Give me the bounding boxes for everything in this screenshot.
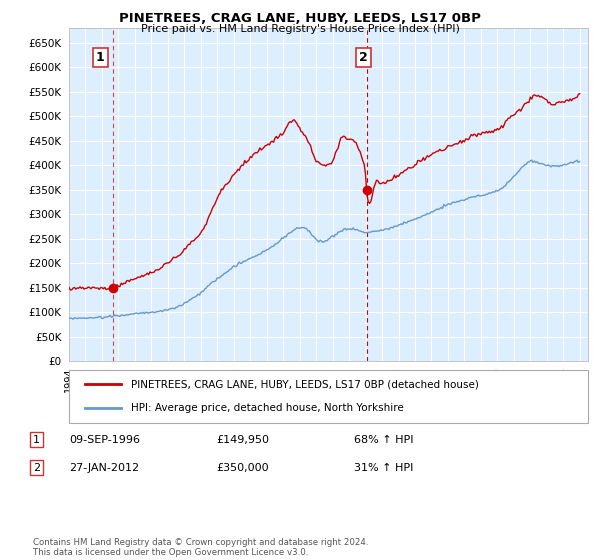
Text: 09-SEP-1996: 09-SEP-1996 (69, 435, 140, 445)
Text: £350,000: £350,000 (216, 463, 269, 473)
Text: 2: 2 (33, 463, 40, 473)
Text: 31% ↑ HPI: 31% ↑ HPI (354, 463, 413, 473)
Text: 1: 1 (96, 51, 104, 64)
Text: 27-JAN-2012: 27-JAN-2012 (69, 463, 139, 473)
Text: HPI: Average price, detached house, North Yorkshire: HPI: Average price, detached house, Nort… (131, 403, 404, 413)
Text: Contains HM Land Registry data © Crown copyright and database right 2024.
This d: Contains HM Land Registry data © Crown c… (33, 538, 368, 557)
Text: 1: 1 (33, 435, 40, 445)
Text: 68% ↑ HPI: 68% ↑ HPI (354, 435, 413, 445)
Text: Price paid vs. HM Land Registry's House Price Index (HPI): Price paid vs. HM Land Registry's House … (140, 24, 460, 34)
Text: £149,950: £149,950 (216, 435, 269, 445)
Text: 2: 2 (359, 51, 368, 64)
Text: PINETREES, CRAG LANE, HUBY, LEEDS, LS17 0BP (detached house): PINETREES, CRAG LANE, HUBY, LEEDS, LS17 … (131, 380, 479, 390)
Text: PINETREES, CRAG LANE, HUBY, LEEDS, LS17 0BP: PINETREES, CRAG LANE, HUBY, LEEDS, LS17 … (119, 12, 481, 25)
FancyBboxPatch shape (69, 370, 588, 423)
